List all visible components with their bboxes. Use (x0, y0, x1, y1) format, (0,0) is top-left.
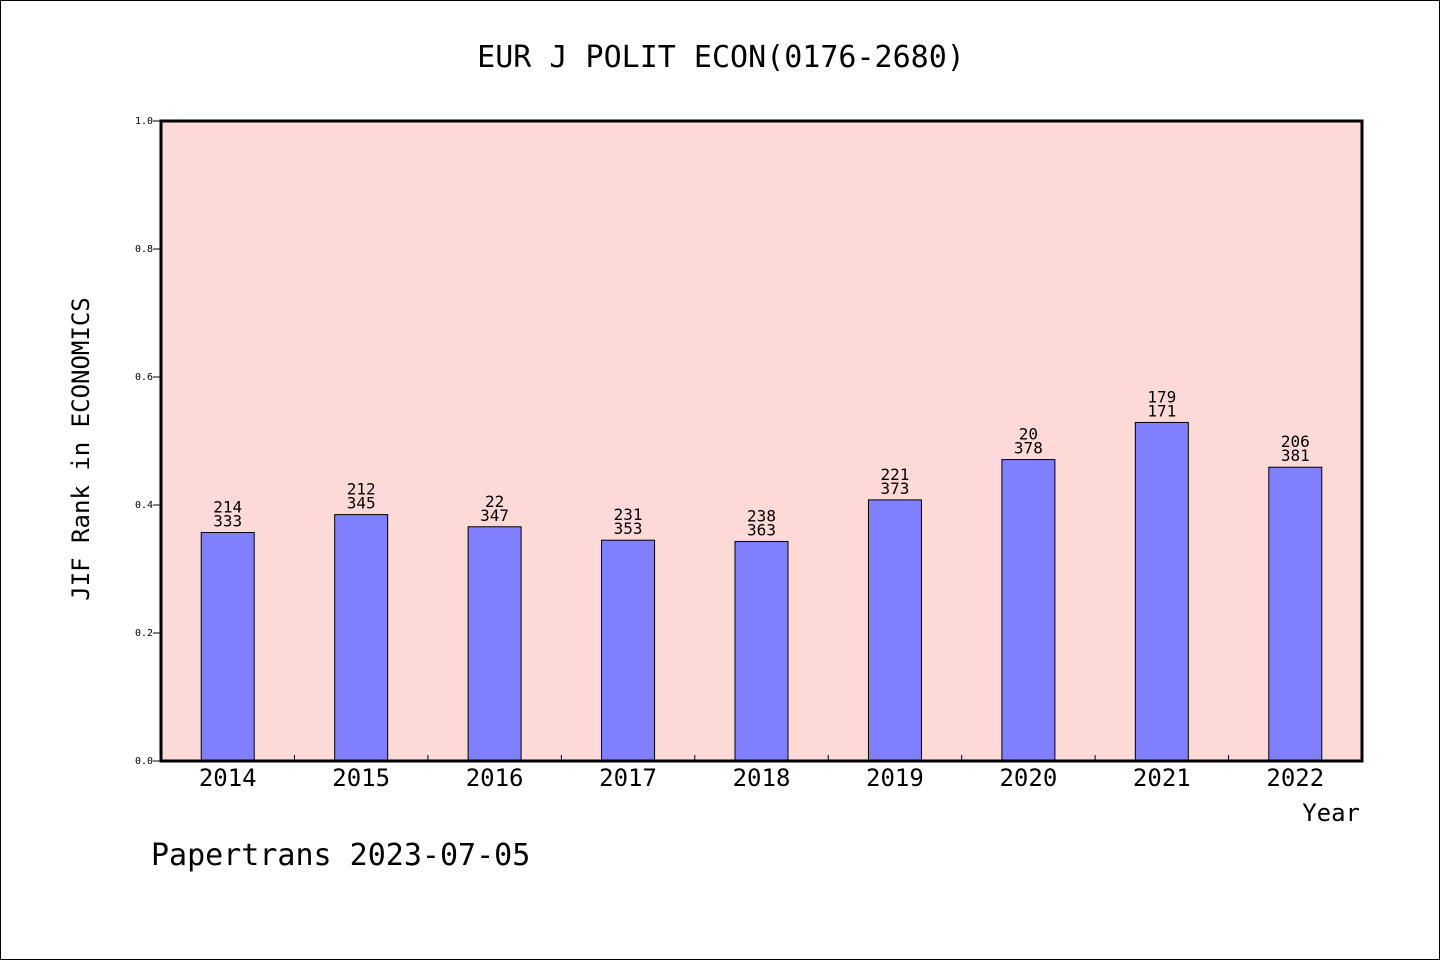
y-axis: 0.0 0.2 0.4 0.6 0.8 1.0 (135, 116, 161, 767)
y-tick-label: 0.0 (135, 756, 153, 767)
bar-label-top: 231 (614, 505, 643, 524)
bar-label-bottom: 171 (1147, 401, 1176, 420)
y-tick-label: 0.4 (135, 500, 153, 511)
x-tick-label: 2021 (1133, 764, 1191, 792)
bar-label-top: 206 (1281, 432, 1310, 451)
bar-label-bottom: 347 (480, 506, 509, 525)
x-axis-title: Year (1302, 799, 1360, 827)
bar-label-top: 214 (213, 498, 242, 517)
bar-2022 (1268, 466, 1323, 762)
bar-label-top: 20 (1019, 425, 1038, 444)
x-tick-label: 2018 (733, 764, 791, 792)
bar-label-bottom: 363 (747, 520, 776, 539)
x-axis: 2014 2015 2016 2017 2018 2019 2020 2021 2022 (199, 755, 1324, 792)
x-tick-label: 2015 (332, 764, 390, 792)
bar-label-top: 212 (347, 480, 376, 499)
chart-title: EUR J POLIT ECON(0176-2680) (477, 40, 965, 75)
bar-2015 (334, 514, 389, 762)
bar-label-bottom: 378 (1014, 439, 1043, 458)
footer-note: Papertrans 2023-07-05 (151, 838, 530, 873)
bar-label-bottom: 333 (213, 512, 242, 531)
y-tick-label: 1.0 (135, 116, 153, 127)
x-tick-label: 2022 (1266, 764, 1324, 792)
bar-label-bottom: 373 (880, 479, 909, 498)
plot-border (159, 119, 1364, 763)
bar-label-bottom: 381 (1281, 446, 1310, 465)
x-tick-label: 2014 (199, 764, 257, 792)
bar-label-bottom: 345 (347, 494, 376, 513)
bar-label-top: 221 (880, 465, 909, 484)
bar-label-top: 22 (485, 492, 504, 511)
bar-label-top: 238 (747, 506, 776, 525)
x-tick-label: 2019 (866, 764, 924, 792)
y-axis-title: JIF Rank in ECONOMICS (67, 297, 95, 600)
x-tick-label: 2020 (999, 764, 1057, 792)
y-tick-label: 0.6 (135, 372, 153, 383)
x-tick-label: 2017 (599, 764, 657, 792)
bar-label-bottom: 353 (614, 519, 643, 538)
bar-2018 (734, 540, 789, 762)
bar-2020 (1001, 459, 1056, 762)
y-tick-label: 0.8 (135, 244, 153, 255)
bar-2021 (1134, 421, 1189, 762)
bar-label-top: 179 (1147, 387, 1176, 406)
bar-2017 (601, 539, 656, 762)
x-tick-label: 2016 (466, 764, 524, 792)
bar-2019 (867, 499, 922, 762)
bar-2014 (200, 532, 255, 762)
y-tick-label: 0.2 (135, 628, 153, 639)
bar-2016 (467, 526, 522, 762)
